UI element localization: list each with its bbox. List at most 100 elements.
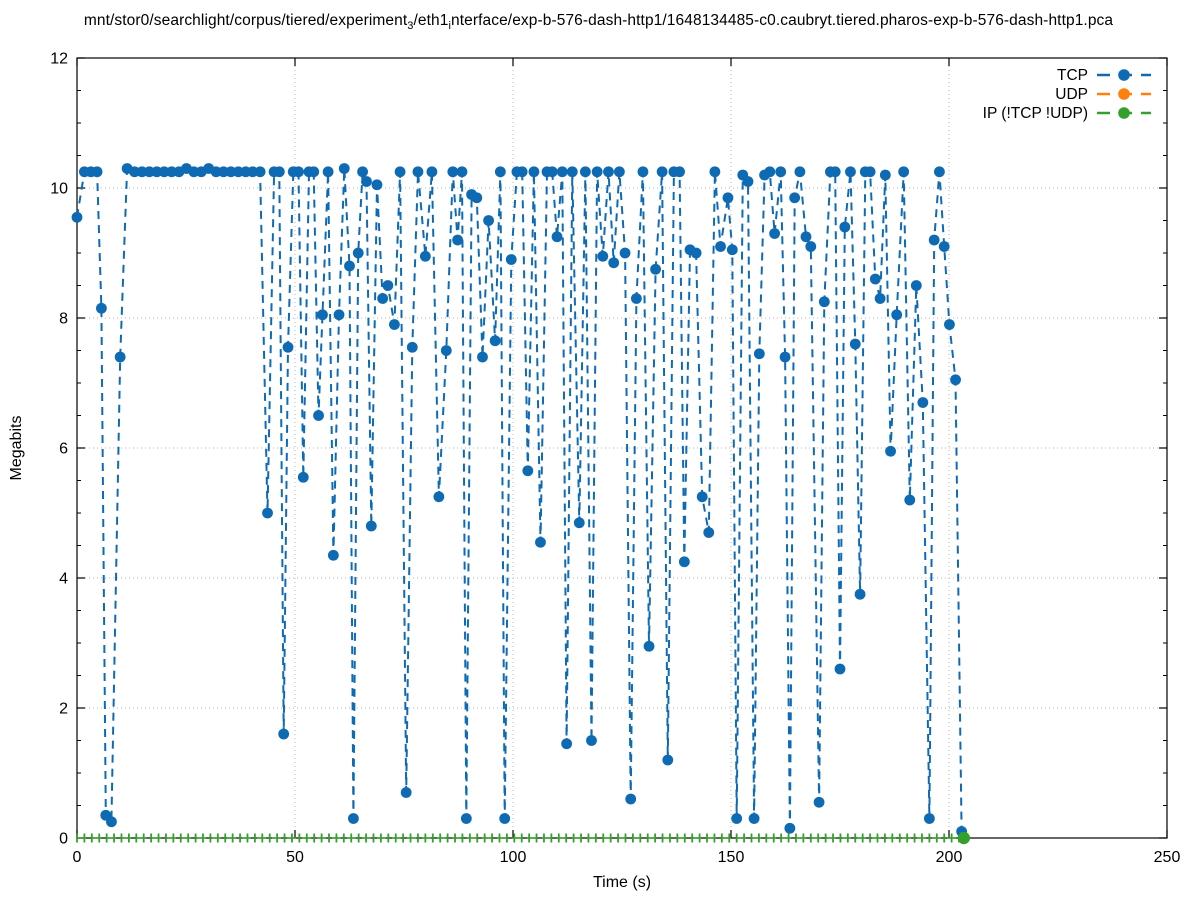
tcp-data-point — [650, 263, 661, 275]
tcp-data-point — [151, 166, 163, 178]
tcp-data-point — [662, 754, 674, 766]
tcp-data-point — [722, 192, 734, 204]
tcp-data-point — [344, 260, 355, 272]
tcp-data-point — [769, 228, 780, 239]
tcp-data-point — [377, 293, 389, 304]
tcp-data-point — [262, 507, 273, 519]
tcp-data-point — [834, 663, 846, 675]
tcp-data-point — [928, 234, 940, 246]
tcp-data-point — [586, 735, 597, 746]
tcp-data-point — [579, 166, 591, 178]
tcp-data-point — [690, 247, 702, 259]
tcp-data-point — [879, 169, 891, 181]
tcp-data-point — [282, 341, 294, 353]
tcp-data-point — [535, 536, 546, 548]
tcp-data-point — [71, 211, 83, 223]
tcp-data-point — [619, 247, 631, 259]
legend-point-sample — [1118, 88, 1130, 100]
tcp-data-point — [412, 166, 424, 178]
tcp-data-point — [625, 793, 637, 805]
tcp-data-point — [317, 309, 328, 321]
tcp-data-point — [891, 309, 903, 321]
tcp-data-point — [910, 280, 922, 291]
tcp-data-point — [313, 410, 324, 421]
tcp-data-point — [327, 549, 339, 561]
tcp-data-point — [608, 257, 620, 269]
tcp-data-point — [703, 527, 715, 538]
tcp-data-point — [232, 166, 244, 178]
tcp-data-point — [96, 302, 107, 314]
tcp-data-point — [477, 351, 488, 363]
tcp-data-point — [779, 351, 791, 363]
tcp-data-point — [143, 166, 155, 178]
tcp-data-point — [597, 250, 609, 262]
tcp-data-point — [460, 813, 472, 824]
tcp-data-point — [566, 166, 578, 178]
tcp-data-point — [591, 166, 603, 178]
tcp-data-point — [904, 494, 916, 506]
tcp-data-point — [674, 166, 685, 178]
tcp-data-point — [365, 520, 377, 532]
tcp-data-point — [293, 166, 304, 178]
tcp-data-point — [764, 166, 776, 178]
tcp-data-point — [254, 166, 266, 178]
tcp-data-point — [938, 241, 950, 252]
tcp-data-point — [522, 465, 534, 477]
tcp-data-point — [726, 244, 738, 256]
tcp-data-point — [297, 471, 309, 483]
tcp-data-point — [813, 796, 825, 808]
legend-point-sample — [1118, 69, 1130, 81]
tcp-data-point — [225, 166, 237, 178]
tcp-data-point — [247, 166, 259, 178]
legend-point-sample — [1118, 107, 1130, 119]
tcp-data-point — [91, 166, 103, 178]
tcp-data-point — [546, 166, 558, 178]
tcp-data-point — [950, 374, 961, 386]
tcp-data-point — [406, 341, 418, 353]
tcp-data-point — [556, 166, 568, 178]
tcp-data-point — [456, 166, 468, 178]
tcp-data-point — [389, 319, 400, 330]
title-subscript: i — [448, 20, 451, 33]
tcp-data-point — [382, 280, 394, 291]
tcp-data-point — [352, 247, 364, 259]
tcp-data-point — [715, 241, 726, 252]
tcp-data-point — [210, 166, 222, 178]
tcp-data-point — [528, 166, 540, 178]
tcp-data-point — [637, 166, 649, 178]
x-tick-label: 250 — [1154, 849, 1181, 866]
tcp-data-point — [917, 397, 929, 408]
tcp-data-point — [188, 166, 200, 178]
tcp-data-point — [742, 176, 754, 187]
tcp-data-point — [731, 813, 743, 824]
tcp-data-point — [864, 166, 876, 178]
tcp-data-point — [348, 813, 359, 824]
tcp-data-point — [789, 192, 801, 204]
tcp-data-point — [106, 816, 117, 828]
tcp-data-point — [419, 250, 431, 262]
x-tick-label: 150 — [718, 849, 745, 866]
tcp-data-point — [829, 166, 841, 178]
tcp-data-point — [923, 813, 935, 824]
legend-label-udp: UDP — [1055, 86, 1088, 103]
tcp-data-point — [656, 166, 668, 178]
x-tick-label: 200 — [936, 849, 963, 866]
tcp-data-point — [494, 166, 506, 178]
tcp-data-point — [561, 738, 573, 750]
tcp-data-point — [338, 163, 350, 174]
tcp-data-point — [129, 166, 140, 178]
tcp-data-point — [447, 166, 459, 178]
tcp-data-point — [800, 231, 812, 243]
tcp-data-point — [322, 166, 334, 178]
tcp-data-point — [551, 231, 563, 243]
tcp-data-point — [136, 166, 148, 178]
y-tick-label: 12 — [50, 51, 68, 68]
tcp-data-point — [898, 166, 910, 178]
tcp-series-line — [76, 167, 963, 832]
y-tick-label: 4 — [59, 571, 68, 588]
tcp-data-point — [361, 176, 372, 187]
tcp-data-point — [784, 822, 796, 834]
y-tick-label: 0 — [59, 831, 68, 848]
y-tick-label: 6 — [59, 441, 68, 458]
x-tick-label: 0 — [73, 849, 82, 866]
